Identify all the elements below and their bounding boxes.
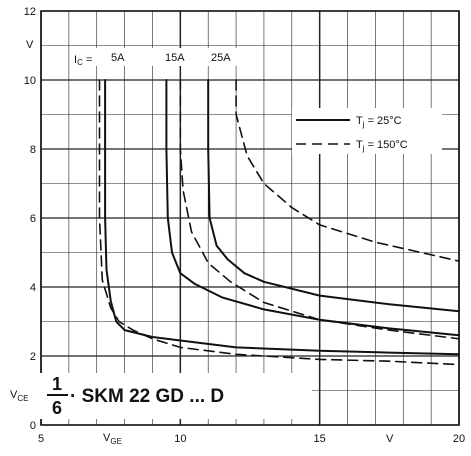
series-lines bbox=[98, 79, 460, 366]
device-fraction-denominator: 6 bbox=[52, 398, 62, 418]
current-label-25a: 25A bbox=[211, 52, 231, 64]
y-tick-label: 8 bbox=[30, 144, 36, 156]
grid bbox=[40, 10, 460, 426]
y-tick-label: 0 bbox=[30, 420, 36, 432]
x-tick-label: 5 bbox=[38, 433, 44, 445]
legend: Tj = 25°C Tj = 150°C bbox=[292, 108, 442, 154]
current-labels-bg bbox=[70, 48, 254, 66]
tick-labels: 5 10 15 20 0 2 4 6 8 10 12 bbox=[24, 6, 465, 445]
x-axis-unit: V bbox=[386, 433, 394, 445]
series-line-5 bbox=[235, 79, 460, 262]
y-tick-label: 12 bbox=[24, 6, 36, 18]
current-label-15a: 15A bbox=[165, 52, 185, 64]
legend-entry-150c: Tj = 150°C bbox=[356, 139, 408, 153]
series-line-3 bbox=[179, 79, 460, 340]
x-tick-label: 10 bbox=[174, 433, 186, 445]
y-tick-label: 6 bbox=[30, 213, 36, 225]
plot-frame bbox=[40, 10, 460, 426]
y-axis-unit: V bbox=[26, 39, 34, 51]
y-tick-label: 10 bbox=[24, 75, 36, 87]
y-tick-label: 4 bbox=[30, 282, 36, 294]
device-fraction-numerator: 1 bbox=[52, 374, 62, 394]
series-line-0 bbox=[104, 79, 460, 356]
device-label: 1 6 · SKM 22 GD ... D bbox=[40, 373, 312, 419]
x-tick-label: 15 bbox=[314, 433, 326, 445]
x-axis-title: VGE bbox=[103, 432, 122, 446]
current-prefix: IC = bbox=[74, 54, 92, 67]
legend-entry-25c: Tj = 25°C bbox=[356, 115, 402, 129]
current-label-5a: 5A bbox=[111, 52, 125, 64]
device-name: · SKM 22 GD ... D bbox=[70, 386, 224, 407]
series-line-1 bbox=[98, 79, 460, 366]
y-axis-title: VCE bbox=[10, 389, 28, 403]
x-tick-label: 20 bbox=[453, 433, 465, 445]
y-tick-label: 2 bbox=[30, 351, 36, 363]
series-line-4 bbox=[207, 79, 460, 313]
